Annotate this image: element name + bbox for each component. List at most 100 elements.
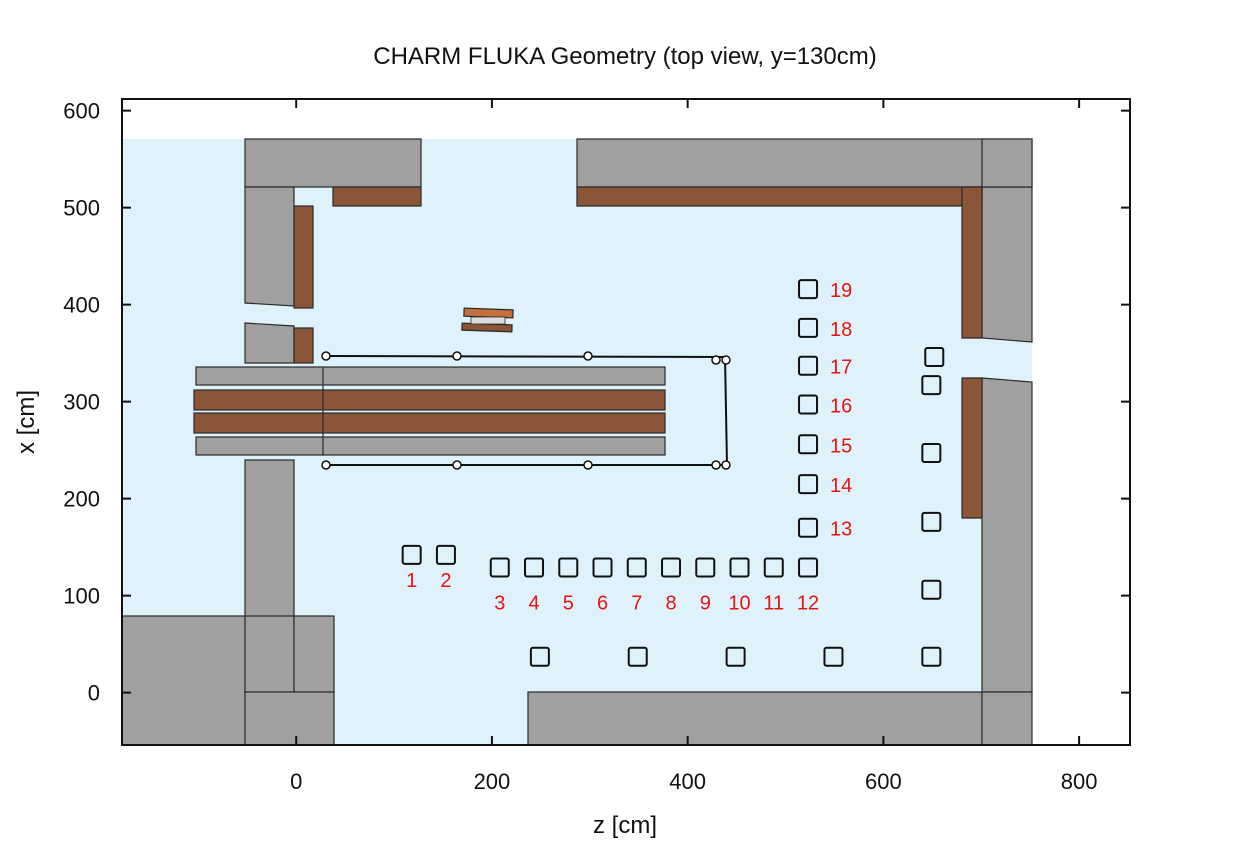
test-position-box xyxy=(798,355,819,376)
iron-left-upper xyxy=(293,205,314,309)
beam-iron-lower xyxy=(193,412,666,434)
position-label: 10 xyxy=(728,592,750,614)
y-tick-label: 100 xyxy=(63,584,100,609)
test-position-box xyxy=(798,557,819,578)
bolt xyxy=(721,355,731,365)
concrete-top-left xyxy=(244,138,422,188)
concrete-right-base xyxy=(981,691,1033,746)
beam-rail-bottom xyxy=(195,436,666,456)
test-position-box xyxy=(798,317,819,338)
iron-left-lower xyxy=(293,327,314,364)
concrete-right-wall-upper xyxy=(981,186,1033,343)
y-tick-label: 300 xyxy=(63,390,100,415)
beam-iron-upper xyxy=(193,389,666,411)
extra-position-box xyxy=(823,646,844,667)
position-label: 13 xyxy=(830,519,852,541)
concrete-top-right xyxy=(576,138,1033,188)
bolt xyxy=(721,460,731,470)
extra-position-box xyxy=(627,646,648,667)
position-label: 16 xyxy=(830,396,852,418)
concrete-left-wall-middle xyxy=(244,322,295,364)
iron-top-left xyxy=(332,186,422,207)
plot-frame xyxy=(121,98,1131,746)
bolt xyxy=(321,460,331,470)
concrete-bottom-floor xyxy=(527,691,983,746)
iron-top-right xyxy=(576,186,983,207)
chart-title: CHARM FLUKA Geometry (top view, y=130cm) xyxy=(373,43,876,70)
y-tick-label: 200 xyxy=(63,487,100,512)
test-position-box xyxy=(524,557,545,578)
extra-position-box xyxy=(529,646,550,667)
y-tick-label: 600 xyxy=(63,99,100,124)
position-label: 5 xyxy=(563,592,574,614)
iron-right-upper xyxy=(961,186,983,339)
extra-position-box xyxy=(924,347,945,368)
concrete-right-corner xyxy=(981,138,1033,188)
frame-bolts xyxy=(321,351,731,470)
position-label: 14 xyxy=(830,475,852,497)
iron-right-lower xyxy=(961,377,983,519)
test-position-box xyxy=(626,557,647,578)
test-position-box xyxy=(798,434,819,455)
x-tick-label: 400 xyxy=(669,769,706,794)
test-position-box xyxy=(729,557,750,578)
test-position-box xyxy=(798,517,819,538)
target-holder-bottom xyxy=(461,322,513,333)
extra-position-box xyxy=(725,646,746,667)
support-frame xyxy=(325,355,729,466)
y-tick-label: 400 xyxy=(63,293,100,318)
iron-blocks xyxy=(293,186,983,519)
test-position-box xyxy=(695,557,716,578)
position-label: 17 xyxy=(830,357,852,379)
concrete-blocks xyxy=(121,138,1033,746)
concrete-bottom-left-block xyxy=(121,615,246,746)
concrete-right-wall-lower xyxy=(981,377,1033,693)
beam-rail-top xyxy=(195,366,666,386)
position-label: 11 xyxy=(763,592,784,614)
beam-line-assembly xyxy=(193,307,731,470)
test-position-box xyxy=(489,557,510,578)
test-position-box xyxy=(558,557,579,578)
position-label: 8 xyxy=(665,592,676,614)
x-tick-label: 800 xyxy=(1061,769,1098,794)
extra-position-box xyxy=(921,443,942,464)
concrete-left-wall-upper xyxy=(244,186,295,307)
extra-position-box xyxy=(921,579,942,600)
y-axis-label: x [cm] xyxy=(13,390,40,454)
extra-positions xyxy=(529,347,945,667)
extra-position-box xyxy=(921,375,942,396)
position-label: 1 xyxy=(406,570,417,592)
position-label: 19 xyxy=(830,280,852,302)
test-position-box xyxy=(798,474,819,495)
axis-ticks: 0 200 400 600 800 0 100 200 300 400 500 600 xyxy=(63,99,1130,794)
test-position-box xyxy=(592,557,613,578)
position-label: 7 xyxy=(631,592,642,614)
bolt xyxy=(711,355,721,365)
x-tick-label: 600 xyxy=(865,769,902,794)
bolt xyxy=(452,460,462,470)
test-position-box xyxy=(763,557,784,578)
y-tick-label: 0 xyxy=(88,681,100,706)
test-position-box xyxy=(798,394,819,415)
position-label: 3 xyxy=(494,592,505,614)
test-positions xyxy=(401,279,819,578)
position-label: 4 xyxy=(528,592,539,614)
position-label: 2 xyxy=(440,570,451,592)
test-position-box xyxy=(435,544,456,565)
x-tick-label: 0 xyxy=(290,769,302,794)
bolt xyxy=(711,460,721,470)
test-position-box xyxy=(401,544,422,565)
concrete-bottom-left-base xyxy=(244,691,335,746)
x-axis-label: z [cm] xyxy=(593,812,657,839)
extra-position-box xyxy=(921,511,942,532)
position-label: 9 xyxy=(700,592,711,614)
target-holder-top xyxy=(463,307,514,319)
concrete-bottom-left-column xyxy=(244,615,295,693)
concrete-bottom-left-side xyxy=(293,615,335,693)
test-position-box xyxy=(798,279,819,300)
target-core xyxy=(470,316,506,325)
position-label: 12 xyxy=(797,592,819,614)
